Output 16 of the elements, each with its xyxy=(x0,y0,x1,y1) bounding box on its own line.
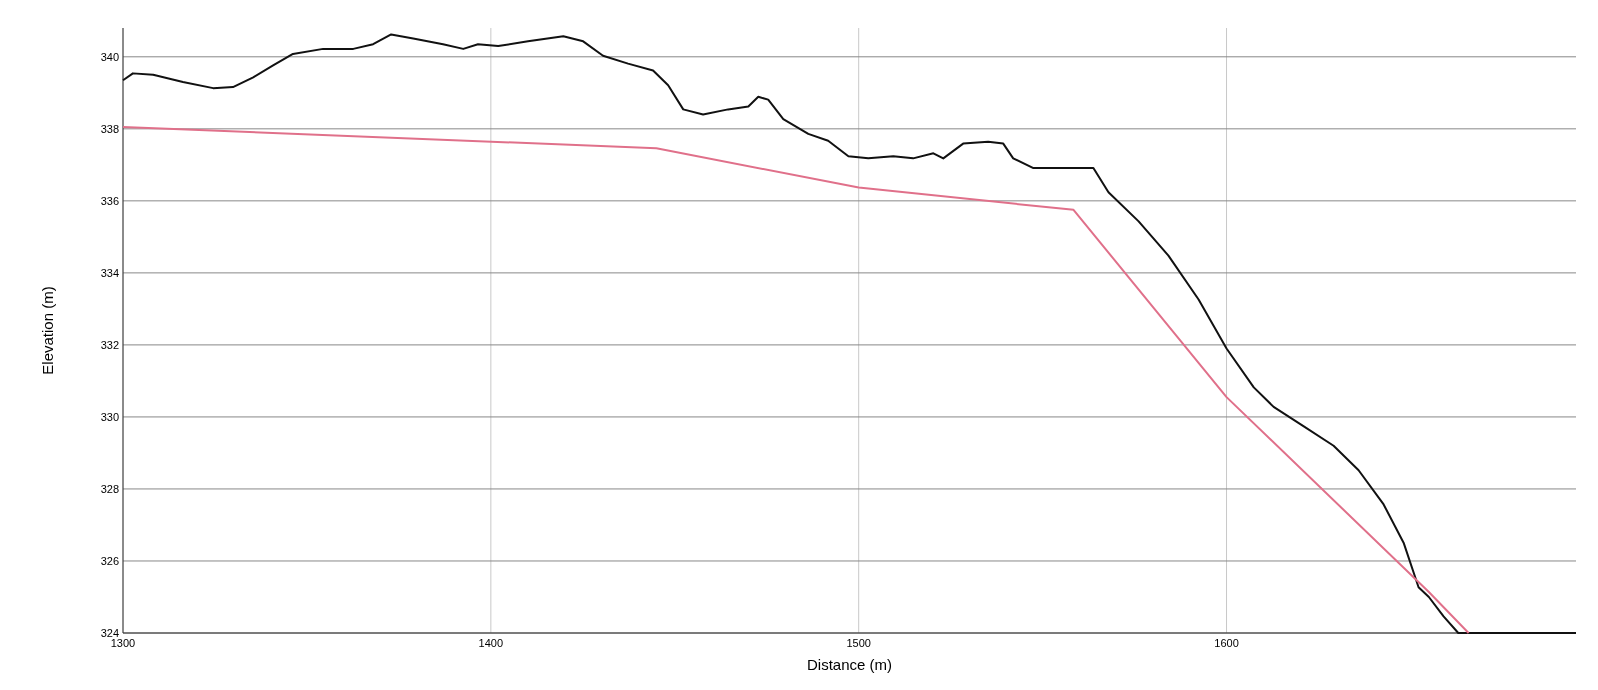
y-tick-label: 324 xyxy=(100,627,119,639)
x-tick-label: 1500 xyxy=(846,637,871,649)
y-tick-label: 340 xyxy=(100,50,119,63)
y-tick-label: 334 xyxy=(100,266,119,279)
y-axis-title: Elevation (m) xyxy=(39,286,56,375)
y-tick-label: 332 xyxy=(100,338,119,351)
y-tick-label: 326 xyxy=(100,554,119,567)
x-tick-label: 1400 xyxy=(478,637,504,649)
x-axis-title: Distance (m) xyxy=(806,656,893,673)
y-tick-label: 328 xyxy=(100,482,119,495)
y-tick-label: 336 xyxy=(100,194,119,207)
x-tick-label: 1600 xyxy=(1214,637,1239,649)
y-tick-label: 338 xyxy=(100,122,119,135)
line-series xyxy=(122,126,1470,634)
y-tick-label: 330 xyxy=(100,410,119,423)
x-tick-label: 1300 xyxy=(110,637,136,649)
